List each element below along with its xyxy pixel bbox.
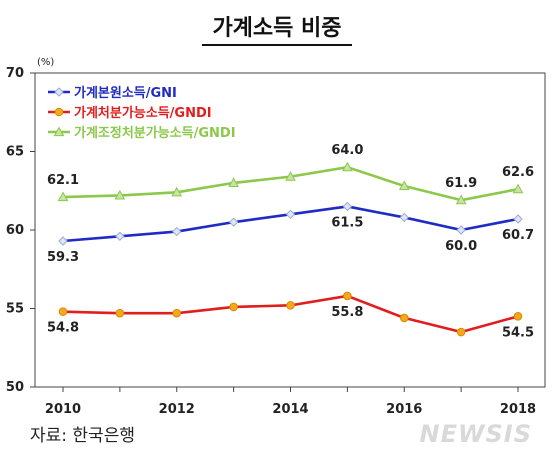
y-tick-label: 55	[6, 302, 24, 317]
data-label: 60.0	[445, 239, 477, 254]
data-point-1	[456, 327, 466, 337]
data-point-1	[58, 307, 68, 316]
x-tick-label: 2018	[500, 402, 536, 417]
data-label: 61.9	[445, 176, 477, 191]
data-point-0	[513, 214, 523, 224]
data-point-2	[57, 191, 69, 202]
data-point-2	[228, 177, 239, 187]
data-point-2	[285, 171, 296, 181]
data-label: 62.1	[47, 173, 79, 188]
data-label: 60.7	[502, 228, 534, 243]
y-tick-label: 60	[6, 223, 24, 238]
data-point-0	[399, 212, 409, 223]
y-tick-label: 50	[6, 380, 24, 395]
data-point-2	[512, 183, 524, 194]
legend-label-1: 가계처분가능소득/GNDI	[74, 105, 212, 121]
legend-label-0: 가계본원소득/GNI	[74, 86, 177, 101]
data-point-1	[286, 301, 295, 310]
newsis-watermark: NEWSIS	[419, 420, 532, 448]
data-point-1	[399, 313, 409, 323]
data-point-0	[172, 226, 182, 237]
data-label: 54.8	[47, 321, 79, 336]
data-point-1	[229, 302, 238, 312]
legend-swatch-marker	[53, 126, 65, 137]
data-point-1	[343, 291, 352, 301]
data-point-0	[342, 201, 353, 212]
x-tick-label: 2010	[45, 402, 81, 417]
legend-swatch-marker	[54, 87, 64, 97]
data-point-1	[172, 308, 182, 318]
data-label: 55.8	[331, 305, 363, 320]
data-point-0	[228, 217, 239, 227]
data-point-2	[342, 161, 353, 172]
data-point-2	[171, 186, 183, 197]
y-tick-label: 70	[6, 66, 24, 81]
data-point-0	[285, 209, 296, 220]
data-point-1	[513, 312, 523, 321]
data-point-1	[115, 308, 125, 318]
data-label: 54.5	[502, 325, 534, 340]
data-label: 61.5	[331, 215, 363, 230]
y-tick-label: 65	[6, 145, 24, 160]
data-point-2	[455, 194, 467, 205]
chart-title-text: 가계소득 비중	[202, 10, 352, 46]
data-point-2	[114, 189, 126, 200]
data-label: 64.0	[331, 143, 363, 158]
x-tick-label: 2014	[272, 402, 308, 417]
chart-title: 가계소득 비중	[0, 10, 554, 46]
legend-label-2: 가계조정처분가능소득/GNDI	[74, 125, 236, 141]
x-tick-label: 2012	[159, 402, 195, 417]
source-note: 자료: 한국은행	[30, 426, 135, 446]
data-label: 59.3	[47, 250, 79, 265]
data-point-0	[456, 225, 466, 235]
y-unit-label: (%)	[37, 57, 54, 68]
data-point-0	[58, 236, 68, 246]
legend-swatch-marker	[54, 107, 64, 117]
x-tick-label: 2016	[386, 402, 422, 417]
data-point-2	[398, 180, 410, 191]
data-label: 62.6	[502, 165, 534, 180]
data-point-0	[115, 231, 125, 241]
